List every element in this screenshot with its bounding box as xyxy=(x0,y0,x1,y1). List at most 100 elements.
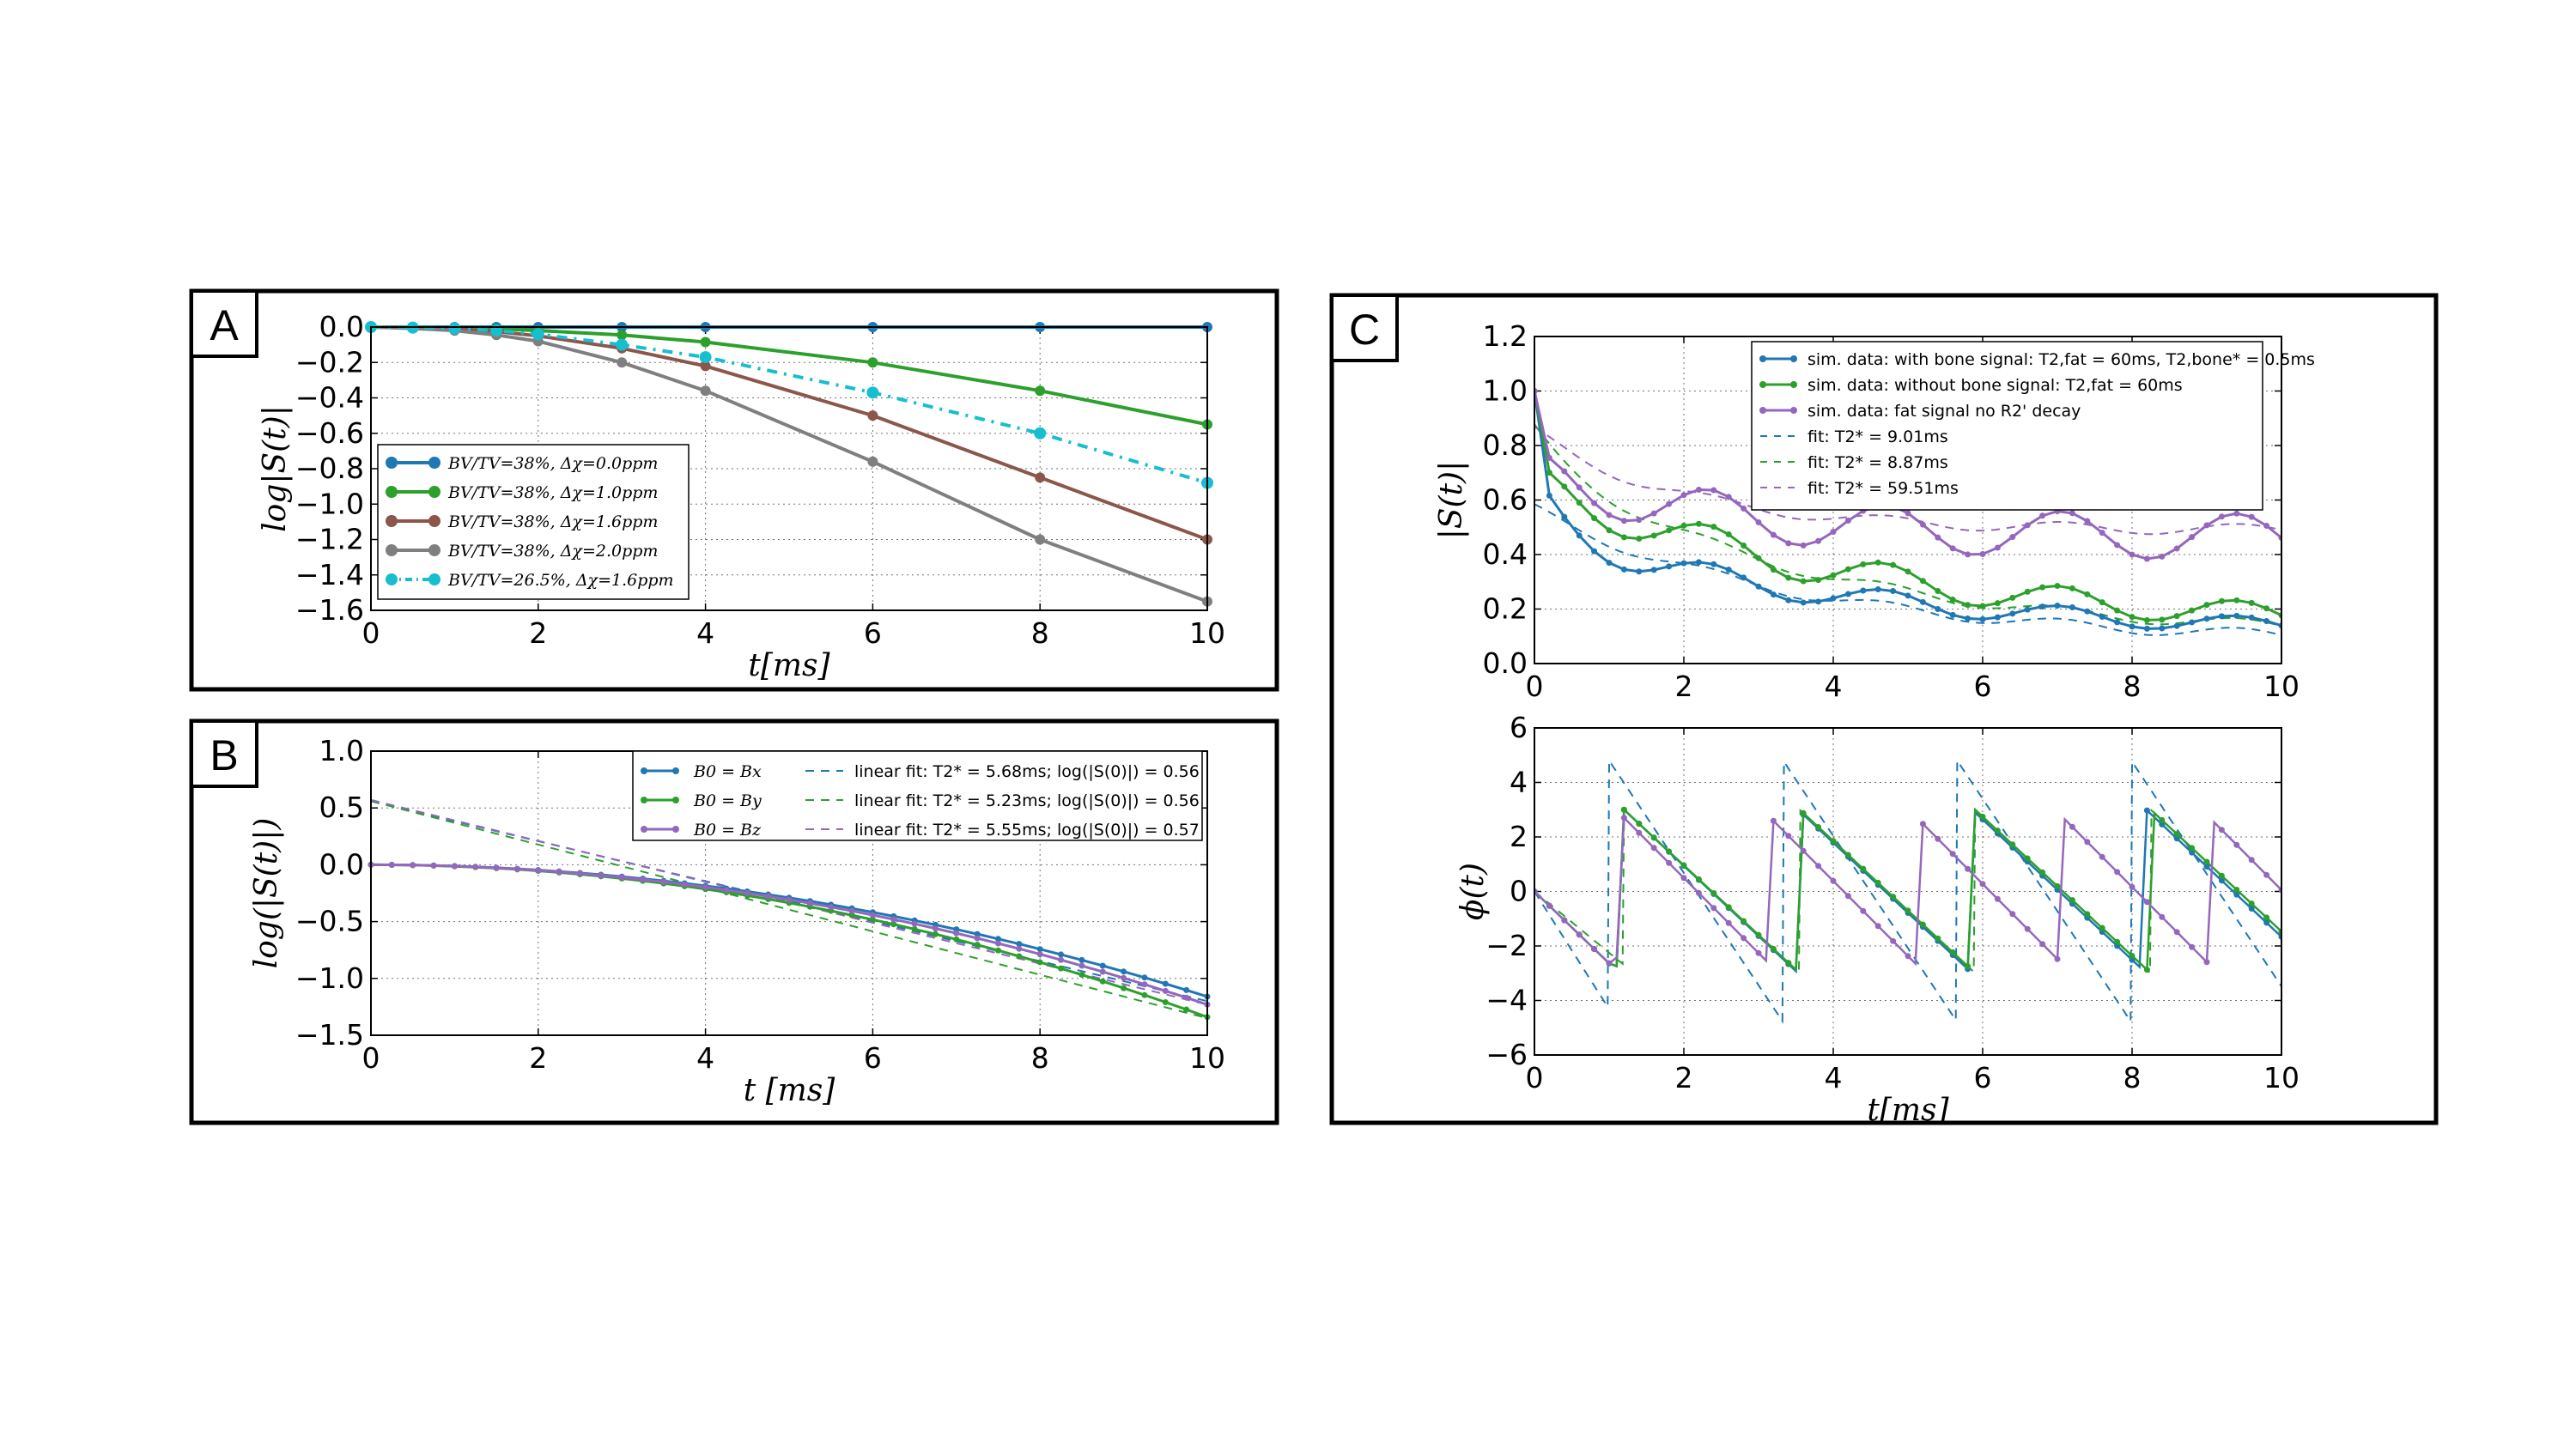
data-point xyxy=(1680,862,1687,869)
legend-c-marker xyxy=(1759,381,1766,388)
legend-b-marker xyxy=(641,797,647,803)
y-tick-label: −0.8 xyxy=(295,452,364,485)
data-point xyxy=(1636,568,1643,575)
fit-line xyxy=(1534,503,2281,636)
data-point xyxy=(2248,900,2255,907)
data-point xyxy=(430,862,437,869)
data-point xyxy=(1830,595,1837,602)
legend-a-marker xyxy=(386,573,398,585)
legend-c-marker xyxy=(1790,381,1797,388)
data-point xyxy=(2054,955,2061,962)
data-point xyxy=(1785,597,1792,603)
y-tick-label: 0.6 xyxy=(1483,483,1528,517)
data-point xyxy=(1815,598,1822,605)
data-point xyxy=(1576,484,1583,491)
x-tick-label: 6 xyxy=(1974,670,1992,703)
data-point xyxy=(1979,551,1986,558)
data-point xyxy=(1650,510,1657,517)
data-point xyxy=(2189,943,2196,950)
x-axis-label: t[ms] xyxy=(748,648,830,683)
data-point xyxy=(1695,520,1702,527)
data-point xyxy=(1741,935,1747,942)
x-tick-label: 6 xyxy=(864,1041,882,1075)
data-point xyxy=(598,872,605,879)
data-point xyxy=(1636,820,1643,827)
data-point xyxy=(1935,588,1941,595)
data-point xyxy=(1860,865,1867,872)
x-tick-label: 8 xyxy=(2123,1061,2142,1094)
x-tick-label: 0 xyxy=(362,1041,380,1075)
data-point xyxy=(616,338,629,351)
data-point xyxy=(513,865,520,872)
chart-c-bottom: 0 2 4 6 8 10 6 4 2 0 −2 −4 −6 t[ms] ϕ(t) xyxy=(1455,711,2300,1128)
legend-c-label: sim. data: fat signal no R2' decay xyxy=(1807,402,2081,421)
data-point xyxy=(1725,530,1732,537)
data-point xyxy=(1636,517,1643,524)
legend-c-label: fit: T2* = 59.51ms xyxy=(1807,479,1959,498)
y-tick-label: 1.2 xyxy=(1483,319,1528,353)
data-point xyxy=(1844,566,1851,573)
data-point xyxy=(974,931,981,937)
data-point xyxy=(1035,385,1046,397)
data-point xyxy=(388,862,395,869)
data-point xyxy=(1695,486,1702,493)
y-axis-label: |S(t)| xyxy=(1434,461,1469,539)
data-point xyxy=(2143,625,2150,632)
data-point xyxy=(869,916,876,923)
data-point xyxy=(1710,905,1717,912)
data-point xyxy=(1874,923,1881,930)
data-point xyxy=(1710,487,1717,494)
data-point xyxy=(2069,585,2075,591)
legend-a-marker xyxy=(428,544,440,556)
data-point xyxy=(2203,858,2210,865)
data-point xyxy=(1636,535,1643,542)
data-point xyxy=(700,385,711,397)
x-tick-label: 6 xyxy=(1974,1061,1992,1094)
data-point xyxy=(1650,567,1657,573)
legend-c: sim. data: with bone signal: T2,fat = 60… xyxy=(1751,341,2315,511)
y-tick-label: −0.6 xyxy=(295,416,364,450)
x-tick-label: 2 xyxy=(1675,1061,1693,1094)
data-point xyxy=(1078,972,1085,979)
data-point xyxy=(1141,981,1148,988)
data-point xyxy=(1935,605,1941,612)
legend-a-label: BV/TV=38%, Δχ=1.0ppm xyxy=(447,483,658,502)
data-point xyxy=(1741,574,1747,581)
data-point xyxy=(2263,914,2270,921)
data-point xyxy=(2129,883,2136,890)
data-point xyxy=(2189,607,2196,614)
data-point xyxy=(1162,987,1169,994)
data-point xyxy=(2233,841,2240,848)
legend-a-marker xyxy=(428,486,440,498)
y-tick-label: −0.5 xyxy=(295,905,364,938)
y-tick-label: 0.8 xyxy=(1483,428,1528,462)
data-point xyxy=(1965,602,1971,609)
data-point xyxy=(1800,599,1807,606)
x-tick-label: 8 xyxy=(2123,670,2142,703)
data-point xyxy=(2218,827,2225,834)
y-tick-label: −1.0 xyxy=(295,961,364,995)
legend-a-label: BV/TV=26.5%, Δχ=1.6ppm xyxy=(447,571,674,590)
data-point xyxy=(1755,555,1762,561)
data-point xyxy=(1919,521,1926,528)
data-point xyxy=(1695,876,1702,882)
data-point xyxy=(702,883,709,890)
data-point xyxy=(2218,613,2225,620)
data-point xyxy=(1561,513,1568,520)
data-point xyxy=(1949,611,1956,618)
fit-line xyxy=(1534,426,2281,536)
data-point xyxy=(1695,559,1702,566)
series-B0=Bz xyxy=(368,861,1211,1008)
data-point xyxy=(1591,548,1598,555)
legend-a-label: BV/TV=38%, Δχ=1.6ppm xyxy=(447,512,658,531)
data-point xyxy=(2248,513,2255,520)
data-point xyxy=(1680,492,1687,499)
data-point xyxy=(1830,572,1837,579)
data-point xyxy=(2248,614,2255,621)
data-point xyxy=(1036,946,1043,953)
data-point xyxy=(1770,531,1777,538)
data-point xyxy=(2218,872,2225,879)
legend-b-fitlabel: linear fit: T2* = 5.23ms; log(|S(0)|) = … xyxy=(854,791,1200,810)
data-point xyxy=(1561,468,1568,475)
